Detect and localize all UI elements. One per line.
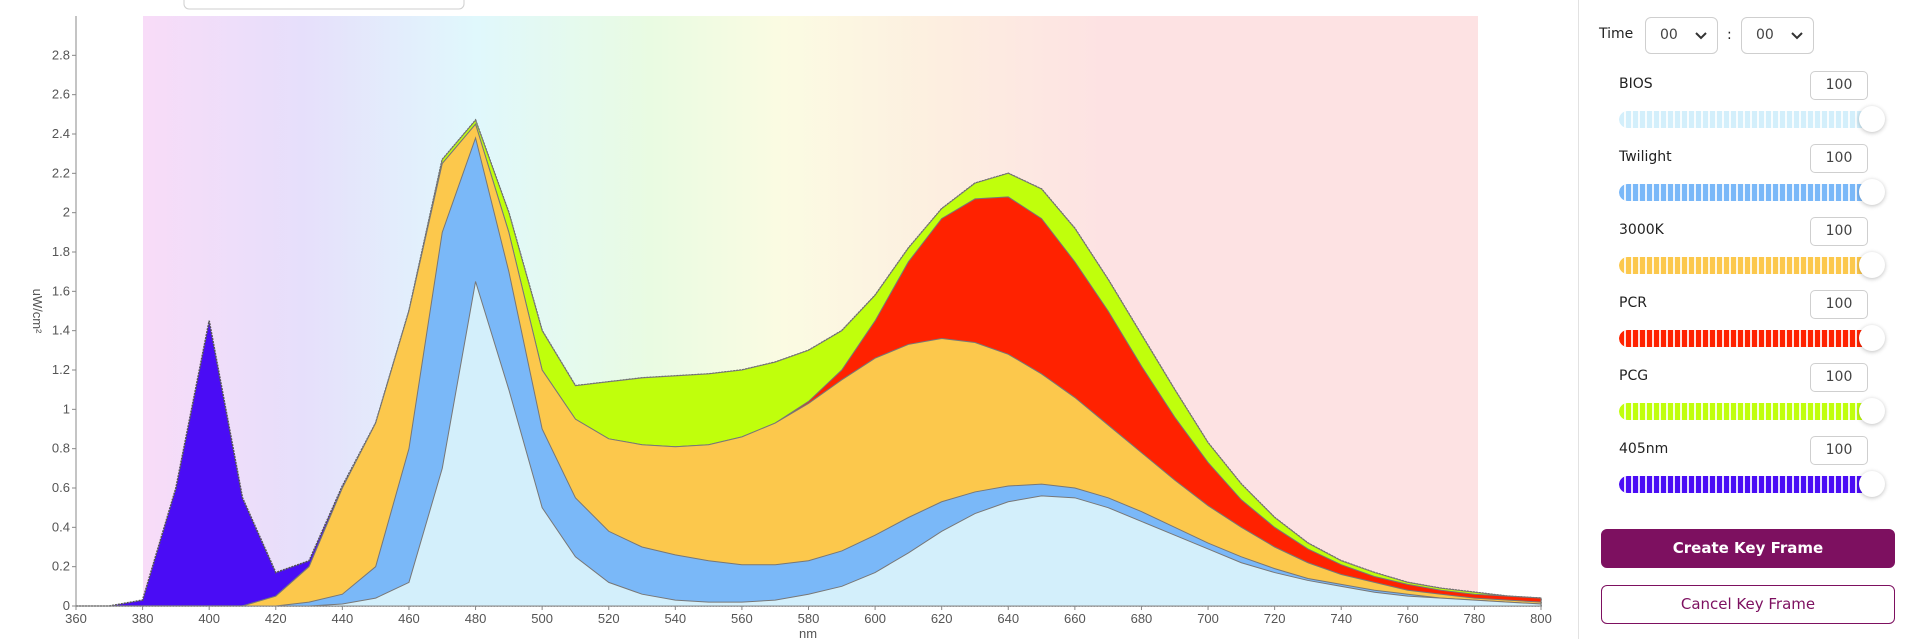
channel-slider[interactable]	[1619, 184, 1871, 201]
time-label: Time	[1599, 26, 1634, 42]
x-tick-label: 440	[332, 611, 354, 626]
slider-thumb[interactable]	[1859, 179, 1885, 205]
y-tick-label: 2.2	[52, 165, 70, 180]
x-tick-label: 360	[65, 611, 87, 626]
y-tick-label: 1.4	[52, 323, 70, 338]
x-tick-label: 380	[132, 611, 154, 626]
slider-thumb[interactable]	[1859, 398, 1885, 424]
x-tick-label: 600	[864, 611, 886, 626]
x-tick-label: 420	[265, 611, 287, 626]
channel-slider[interactable]	[1619, 476, 1871, 493]
channel-value-input[interactable]: 100	[1810, 71, 1868, 100]
channel-value-input[interactable]: 100	[1810, 290, 1868, 319]
y-tick-label: 0.6	[52, 480, 70, 495]
x-tick-label: 620	[931, 611, 953, 626]
control-panel: Time 00 : 00 BIOS 100 Twilight 100 3000K 100 P…	[1578, 0, 1915, 639]
channel-slider[interactable]	[1619, 257, 1871, 274]
channel-slider[interactable]	[1619, 330, 1871, 347]
channel-name: PCR	[1619, 295, 1647, 311]
x-tick-label: 720	[1264, 611, 1286, 626]
x-tick-label: 680	[1131, 611, 1153, 626]
y-tick-label: 0.2	[52, 559, 70, 574]
channel-name: 405nm	[1619, 441, 1669, 457]
chevron	[1791, 32, 1803, 40]
y-tick-label: 2.4	[52, 126, 70, 141]
x-tick-label: 700	[1197, 611, 1219, 626]
x-tick-label: 640	[997, 611, 1019, 626]
x-tick-label: 780	[1464, 611, 1486, 626]
channel-name: 3000K	[1619, 222, 1664, 238]
x-tick-label: 660	[1064, 611, 1086, 626]
y-axis-label: uW/cm²	[30, 289, 45, 334]
x-tick-label: 540	[664, 611, 686, 626]
y-tick-label: 0.8	[52, 441, 70, 456]
x-tick-label: 500	[531, 611, 553, 626]
y-tick-label: 1.2	[52, 362, 70, 377]
chevron	[1695, 32, 1707, 40]
channel-name: PCG	[1619, 368, 1649, 384]
channel-slider[interactable]	[1619, 403, 1871, 420]
y-tick-label: 1	[63, 401, 70, 416]
channel-value-input[interactable]: 100	[1810, 217, 1868, 246]
time-separator: :	[1727, 27, 1732, 43]
x-tick-label: 560	[731, 611, 753, 626]
areas	[76, 118, 1542, 607]
y-tick-label: 1.6	[52, 283, 70, 298]
y-tick-label: 2.8	[52, 47, 70, 62]
x-tick-label: 580	[798, 611, 820, 626]
x-tick-label: 480	[465, 611, 487, 626]
channel-value-input[interactable]: 100	[1810, 436, 1868, 465]
minute-value: 00	[1756, 27, 1774, 43]
cancel-key-frame-button[interactable]: Cancel Key Frame	[1601, 585, 1895, 624]
hour-select[interactable]: 00	[1645, 17, 1718, 54]
channel-name: Twilight	[1619, 149, 1672, 165]
slider-thumb[interactable]	[1859, 106, 1885, 132]
y-tick-label: 1.8	[52, 244, 70, 259]
channel-name: BIOS	[1619, 76, 1653, 92]
dropdown-edge[interactable]	[183, 0, 465, 10]
x-tick-label: 520	[598, 611, 620, 626]
slider-thumb[interactable]	[1859, 252, 1885, 278]
minute-select[interactable]: 00	[1741, 17, 1814, 54]
y-tick-label: 0	[63, 598, 70, 613]
area	[76, 281, 1542, 607]
channel-value-input[interactable]: 100	[1810, 144, 1868, 173]
y-tick-label: 2.6	[52, 87, 70, 102]
create-key-frame-button[interactable]: Create Key Frame	[1601, 529, 1895, 568]
slider-thumb[interactable]	[1859, 325, 1885, 351]
x-tick-label: 800	[1530, 611, 1552, 626]
x-axis-label: nm	[799, 626, 817, 639]
channel-slider[interactable]	[1619, 111, 1871, 128]
chart: uW/cm² nm 0 0.2 0.4 0.6 0.8 1 1.2 1.4 1.6 1.8 2 2.2…	[30, 0, 1552, 639]
x-tick-label: 460	[398, 611, 420, 626]
x-tick-label: 760	[1397, 611, 1419, 626]
hour-value: 00	[1660, 27, 1678, 43]
y-tick-label: 2	[63, 205, 70, 220]
x-tick-label: 740	[1330, 611, 1352, 626]
channel-value-input[interactable]: 100	[1810, 363, 1868, 392]
slider-thumb[interactable]	[1859, 471, 1885, 497]
y-tick-label: 0.4	[52, 519, 70, 534]
x-tick-label: 400	[198, 611, 220, 626]
